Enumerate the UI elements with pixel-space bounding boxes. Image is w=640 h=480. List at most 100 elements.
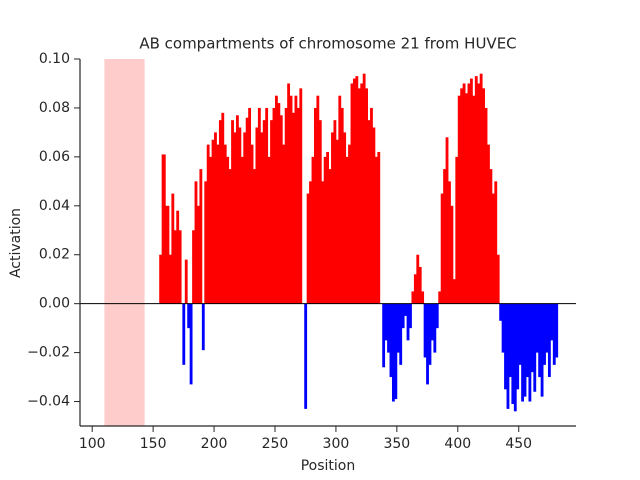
positive-area: [321, 181, 325, 304]
positive-area: [168, 254, 172, 304]
positive-area: [216, 144, 220, 304]
positive-area: [472, 95, 476, 304]
positive-area: [494, 181, 498, 304]
negative-area: [187, 303, 191, 329]
positive-area: [496, 254, 500, 304]
negative-area: [409, 303, 412, 329]
positive-area: [316, 95, 320, 304]
negative-area: [513, 303, 517, 412]
negative-area: [521, 303, 524, 402]
negative-area: [540, 303, 544, 397]
positive-area: [282, 144, 286, 304]
positive-area: [338, 95, 342, 304]
negative-area: [189, 303, 193, 385]
positive-area: [469, 78, 473, 304]
negative-area: [182, 303, 186, 365]
positive-area: [159, 254, 163, 304]
positive-area: [452, 279, 456, 304]
positive-area: [418, 266, 422, 304]
positive-area: [257, 107, 261, 304]
positive-area: [184, 259, 188, 304]
positive-area: [240, 156, 244, 304]
positive-area: [178, 230, 182, 304]
positive-area: [365, 88, 369, 304]
positive-area: [440, 193, 444, 304]
negative-area: [396, 303, 400, 353]
positive-area: [335, 139, 339, 304]
positive-area: [450, 205, 454, 304]
positive-area: [211, 139, 215, 304]
negative-area: [555, 303, 559, 358]
positive-area: [448, 181, 451, 304]
positive-area: [421, 291, 425, 304]
positive-area: [206, 144, 210, 304]
positive-area: [370, 107, 373, 304]
positive-area: [340, 107, 344, 304]
positive-area: [277, 103, 281, 304]
positive-area: [377, 151, 381, 304]
positive-area: [416, 254, 420, 304]
y-tick-label: −0.04: [27, 394, 70, 410]
negative-area: [508, 303, 512, 378]
negative-area: [504, 303, 507, 390]
positive-area: [323, 156, 327, 304]
y-tick-label: 0.04: [39, 198, 70, 214]
negative-area: [394, 303, 398, 400]
positive-area: [443, 169, 447, 304]
positive-area: [411, 291, 415, 304]
positive-area: [489, 169, 493, 304]
positive-area: [350, 83, 354, 304]
positive-area: [274, 95, 278, 304]
positive-area: [331, 132, 334, 304]
negative-area: [501, 303, 505, 353]
positive-area: [235, 115, 239, 304]
positive-area: [245, 117, 249, 304]
y-tick-label: 0.06: [39, 149, 70, 165]
negative-area: [516, 303, 520, 390]
positive-area: [218, 120, 222, 304]
positive-area: [204, 181, 208, 304]
positive-area: [491, 193, 495, 304]
positive-area: [299, 88, 303, 304]
negative-area: [423, 303, 427, 358]
negative-area: [499, 303, 503, 321]
negative-area: [382, 303, 386, 368]
negative-area: [304, 303, 308, 409]
negative-area: [528, 303, 532, 402]
negative-area: [511, 303, 515, 404]
positive-area: [289, 95, 293, 304]
chart-title: AB compartments of chromosome 21 from HU…: [139, 35, 516, 53]
y-axis-label: Activation: [8, 208, 24, 278]
positive-area: [345, 156, 349, 304]
negative-area: [543, 303, 546, 365]
positive-area: [479, 73, 483, 304]
positive-area: [287, 83, 291, 304]
positive-area: [270, 120, 273, 304]
positive-area: [260, 132, 264, 304]
positive-area: [296, 107, 300, 304]
positive-area: [482, 88, 485, 304]
y-tick-label: 0.00: [39, 296, 70, 312]
negative-area: [535, 303, 539, 353]
positive-area: [484, 107, 488, 304]
positive-area: [372, 127, 376, 304]
positive-area: [333, 120, 337, 304]
positive-area: [238, 127, 242, 304]
positive-area: [462, 83, 466, 304]
positive-area: [255, 127, 259, 304]
positive-area: [474, 76, 478, 304]
positive-area: [355, 76, 359, 304]
y-tick-label: 0.02: [39, 247, 70, 263]
positive-area: [477, 83, 481, 304]
positive-area: [326, 151, 330, 304]
positive-area: [455, 156, 459, 304]
positive-area: [173, 230, 177, 304]
positive-area: [352, 78, 356, 304]
x-tick-label: 400: [444, 436, 471, 452]
positive-area: [209, 156, 213, 304]
x-tick-label: 150: [140, 436, 167, 452]
negative-area: [389, 303, 393, 378]
negative-area: [428, 303, 432, 365]
positive-area: [192, 230, 195, 304]
